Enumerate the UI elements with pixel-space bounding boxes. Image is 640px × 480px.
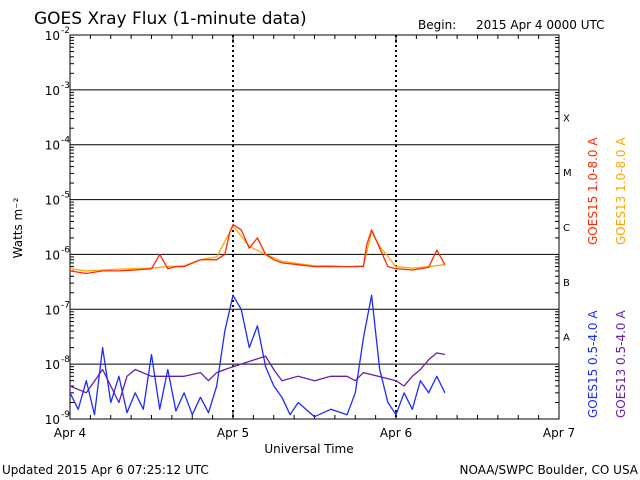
legend-goes13-long: GOES13 1.0-8.0 A: [614, 137, 628, 245]
flare-class-label: B: [563, 278, 570, 289]
x-tick-label: Apr 5: [217, 426, 249, 440]
begin-label: Begin:: [418, 18, 456, 32]
legend-goes13-short: GOES13 0.5-4.0 A: [614, 310, 628, 418]
y-axis-label: Watts m⁻²: [11, 197, 25, 258]
y-tick-exponent: -3: [61, 81, 70, 91]
x-tick-label: Apr 4: [54, 426, 86, 440]
y-tick-label: 10: [45, 303, 60, 317]
y-tick-label: 10: [45, 358, 60, 372]
flare-class-label: M: [563, 168, 572, 179]
x-tick-label: Apr 6: [380, 426, 412, 440]
flare-class-label: X: [563, 113, 570, 124]
series-line-3: [69, 352, 446, 404]
y-tick-exponent: -8: [61, 355, 70, 365]
legend-goes15-short: GOES15 0.5-4.0 A: [586, 310, 600, 418]
y-tick-exponent: -7: [61, 300, 70, 310]
y-tick-exponent: -5: [61, 191, 70, 201]
begin-value: 2015 Apr 4 0000 UTC: [476, 18, 605, 32]
series-line-2: [69, 294, 446, 418]
y-tick-label: 10: [45, 248, 60, 262]
x-axis-label: Universal Time: [264, 442, 353, 456]
y-tick-label: 10: [45, 29, 60, 43]
y-tick-label: 10: [45, 84, 60, 98]
series-line-0: [69, 223, 446, 275]
y-tick-exponent: -6: [61, 245, 70, 255]
updated-timestamp: Updated 2015 Apr 6 07:25:12 UTC: [2, 463, 209, 477]
credit-text: NOAA/SWPC Boulder, CO USA: [460, 463, 639, 477]
flare-class-label: A: [563, 333, 570, 344]
flare-class-label: C: [563, 223, 570, 234]
x-tick-label: Apr 7: [543, 426, 575, 440]
y-tick-exponent: -9: [61, 410, 70, 420]
y-tick-label: 10: [45, 413, 60, 427]
chart-title: GOES Xray Flux (1-minute data): [34, 9, 307, 29]
y-tick-exponent: -4: [61, 136, 70, 146]
series-line-1: [69, 225, 445, 272]
y-tick-label: 10: [45, 139, 60, 153]
y-tick-label: 10: [45, 194, 60, 208]
legend-goes15-long: GOES15 1.0-8.0 A: [586, 137, 600, 245]
plot-frame: [69, 34, 560, 420]
y-tick-exponent: -2: [61, 26, 70, 36]
